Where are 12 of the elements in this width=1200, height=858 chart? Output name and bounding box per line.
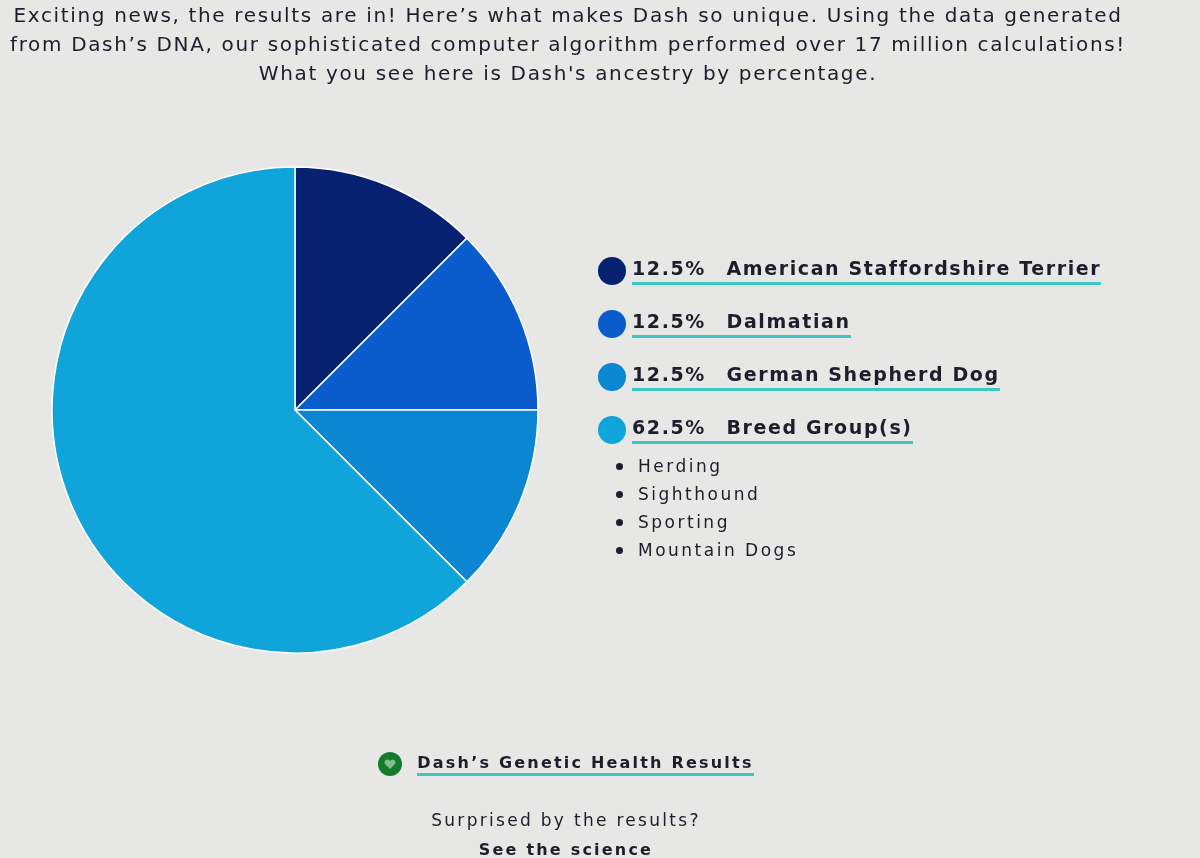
- text: Sporting: [638, 512, 730, 532]
- text: Herding: [638, 456, 723, 476]
- legend-label: 12.5% American Staffordshire Terrier: [632, 256, 1102, 285]
- text: Dash’s Genetic Health Results: [417, 752, 754, 776]
- legend-label: 12.5% Dalmatian: [632, 309, 851, 338]
- chart-subtitle: Exciting news, the results are in! Here’s what makes Dash so unique. Using the data generated from Dash’s DNA, our sophisticated computer algorithm performed over 17 million calculations! What you see here is Dash's ancestry by percentage.: [9, 3, 1127, 85]
- text: Surprised by the results?: [431, 810, 701, 830]
- text: Sighthound: [638, 484, 761, 504]
- text: Mountain Dogs: [638, 540, 799, 560]
- legend-label: 62.5% Breed Group(s): [632, 415, 913, 444]
- text: See the science: [478, 840, 654, 858]
- legend-label: 12.5% German Shepherd Dog: [632, 362, 1000, 391]
